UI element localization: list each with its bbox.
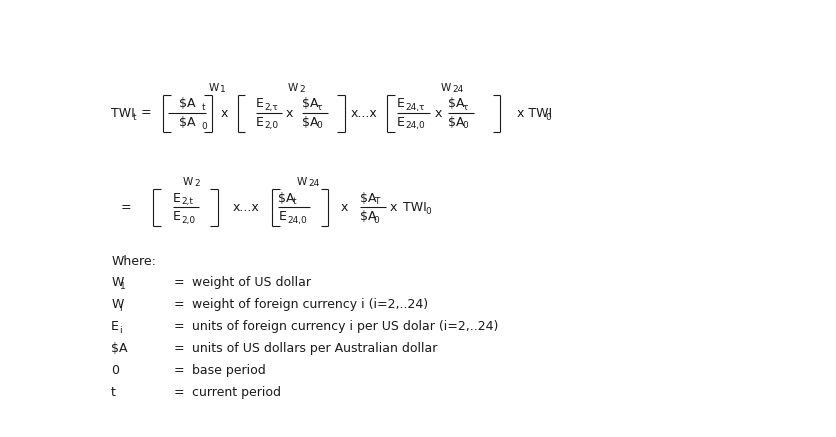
Text: 0: 0	[201, 121, 207, 131]
Text: weight of foreign currency i (i=2,..24): weight of foreign currency i (i=2,..24)	[192, 298, 428, 311]
Text: τ: τ	[462, 103, 467, 112]
Text: TWI: TWI	[403, 201, 426, 214]
Text: $A: $A	[302, 97, 319, 111]
Text: =: =	[174, 320, 184, 333]
Text: τ: τ	[316, 103, 322, 112]
Text: 2,0: 2,0	[264, 121, 278, 130]
Text: x: x	[435, 107, 442, 119]
Text: weight of US dollar: weight of US dollar	[192, 277, 311, 289]
Text: t: t	[293, 198, 296, 206]
Text: x TWI: x TWI	[516, 107, 551, 119]
Text: 24,0: 24,0	[287, 215, 306, 225]
Text: E: E	[396, 116, 404, 128]
Text: x...x: x...x	[232, 201, 259, 214]
Text: W: W	[111, 277, 124, 289]
Text: t: t	[133, 113, 136, 122]
Text: W: W	[208, 83, 218, 93]
Text: $A: $A	[302, 116, 319, 128]
Text: =: =	[120, 201, 131, 214]
Text: x: x	[221, 107, 228, 119]
Text: $A: $A	[111, 342, 127, 355]
Text: =: =	[174, 386, 184, 399]
Text: W: W	[297, 177, 307, 187]
Text: TWI: TWI	[111, 107, 135, 119]
Text: =: =	[174, 342, 184, 355]
Text: =: =	[174, 364, 184, 377]
Text: x: x	[285, 107, 293, 119]
Text: $A: $A	[448, 97, 464, 111]
Text: E: E	[278, 210, 286, 223]
Text: 1: 1	[220, 85, 226, 94]
Text: W: W	[288, 83, 298, 93]
Text: 24,τ: 24,τ	[405, 103, 424, 112]
Text: =: =	[174, 277, 184, 289]
Text: 1: 1	[120, 282, 125, 291]
Text: $A: $A	[448, 116, 464, 128]
Text: $A: $A	[179, 116, 196, 128]
Text: $A: $A	[359, 210, 375, 223]
Text: t: t	[111, 386, 116, 399]
Text: 2,τ: 2,τ	[264, 103, 278, 112]
Text: 0: 0	[545, 113, 551, 122]
Text: $A: $A	[278, 192, 294, 205]
Text: 2,0: 2,0	[181, 215, 195, 225]
Text: 0: 0	[462, 121, 468, 130]
Text: W: W	[111, 298, 124, 311]
Text: =: =	[140, 107, 150, 119]
Text: units of US dollars per Australian dollar: units of US dollars per Australian dolla…	[192, 342, 437, 355]
Text: W: W	[182, 177, 192, 187]
Text: 2: 2	[299, 85, 305, 94]
Text: E: E	[396, 97, 404, 111]
Text: x: x	[340, 201, 348, 214]
Text: 2: 2	[194, 179, 200, 188]
Text: 24: 24	[308, 179, 319, 188]
Text: E: E	[172, 192, 181, 205]
Text: W: W	[440, 83, 450, 93]
Text: Where:: Where:	[111, 255, 155, 267]
Text: E: E	[111, 320, 119, 333]
Text: 24,0: 24,0	[405, 121, 424, 130]
Text: 0: 0	[316, 121, 322, 130]
Text: units of foreign currency i per US dolar (i=2,..24): units of foreign currency i per US dolar…	[192, 320, 498, 333]
Text: E: E	[256, 116, 263, 128]
Text: E: E	[256, 97, 263, 111]
Text: $A: $A	[359, 192, 375, 205]
Text: T: T	[374, 198, 379, 206]
Text: i: i	[120, 326, 122, 335]
Text: 0: 0	[111, 364, 119, 377]
Text: 24: 24	[451, 85, 462, 94]
Text: =: =	[174, 298, 184, 311]
Text: x: x	[389, 201, 396, 214]
Text: i: i	[120, 304, 122, 313]
Text: E: E	[172, 210, 181, 223]
Text: $A: $A	[179, 97, 196, 111]
Text: x...x: x...x	[350, 107, 377, 119]
Text: 0: 0	[426, 207, 431, 216]
Text: t: t	[201, 104, 205, 112]
Text: base period: base period	[192, 364, 266, 377]
Text: 2,t: 2,t	[181, 198, 193, 206]
Text: 0: 0	[374, 215, 379, 225]
Text: current period: current period	[192, 386, 281, 399]
